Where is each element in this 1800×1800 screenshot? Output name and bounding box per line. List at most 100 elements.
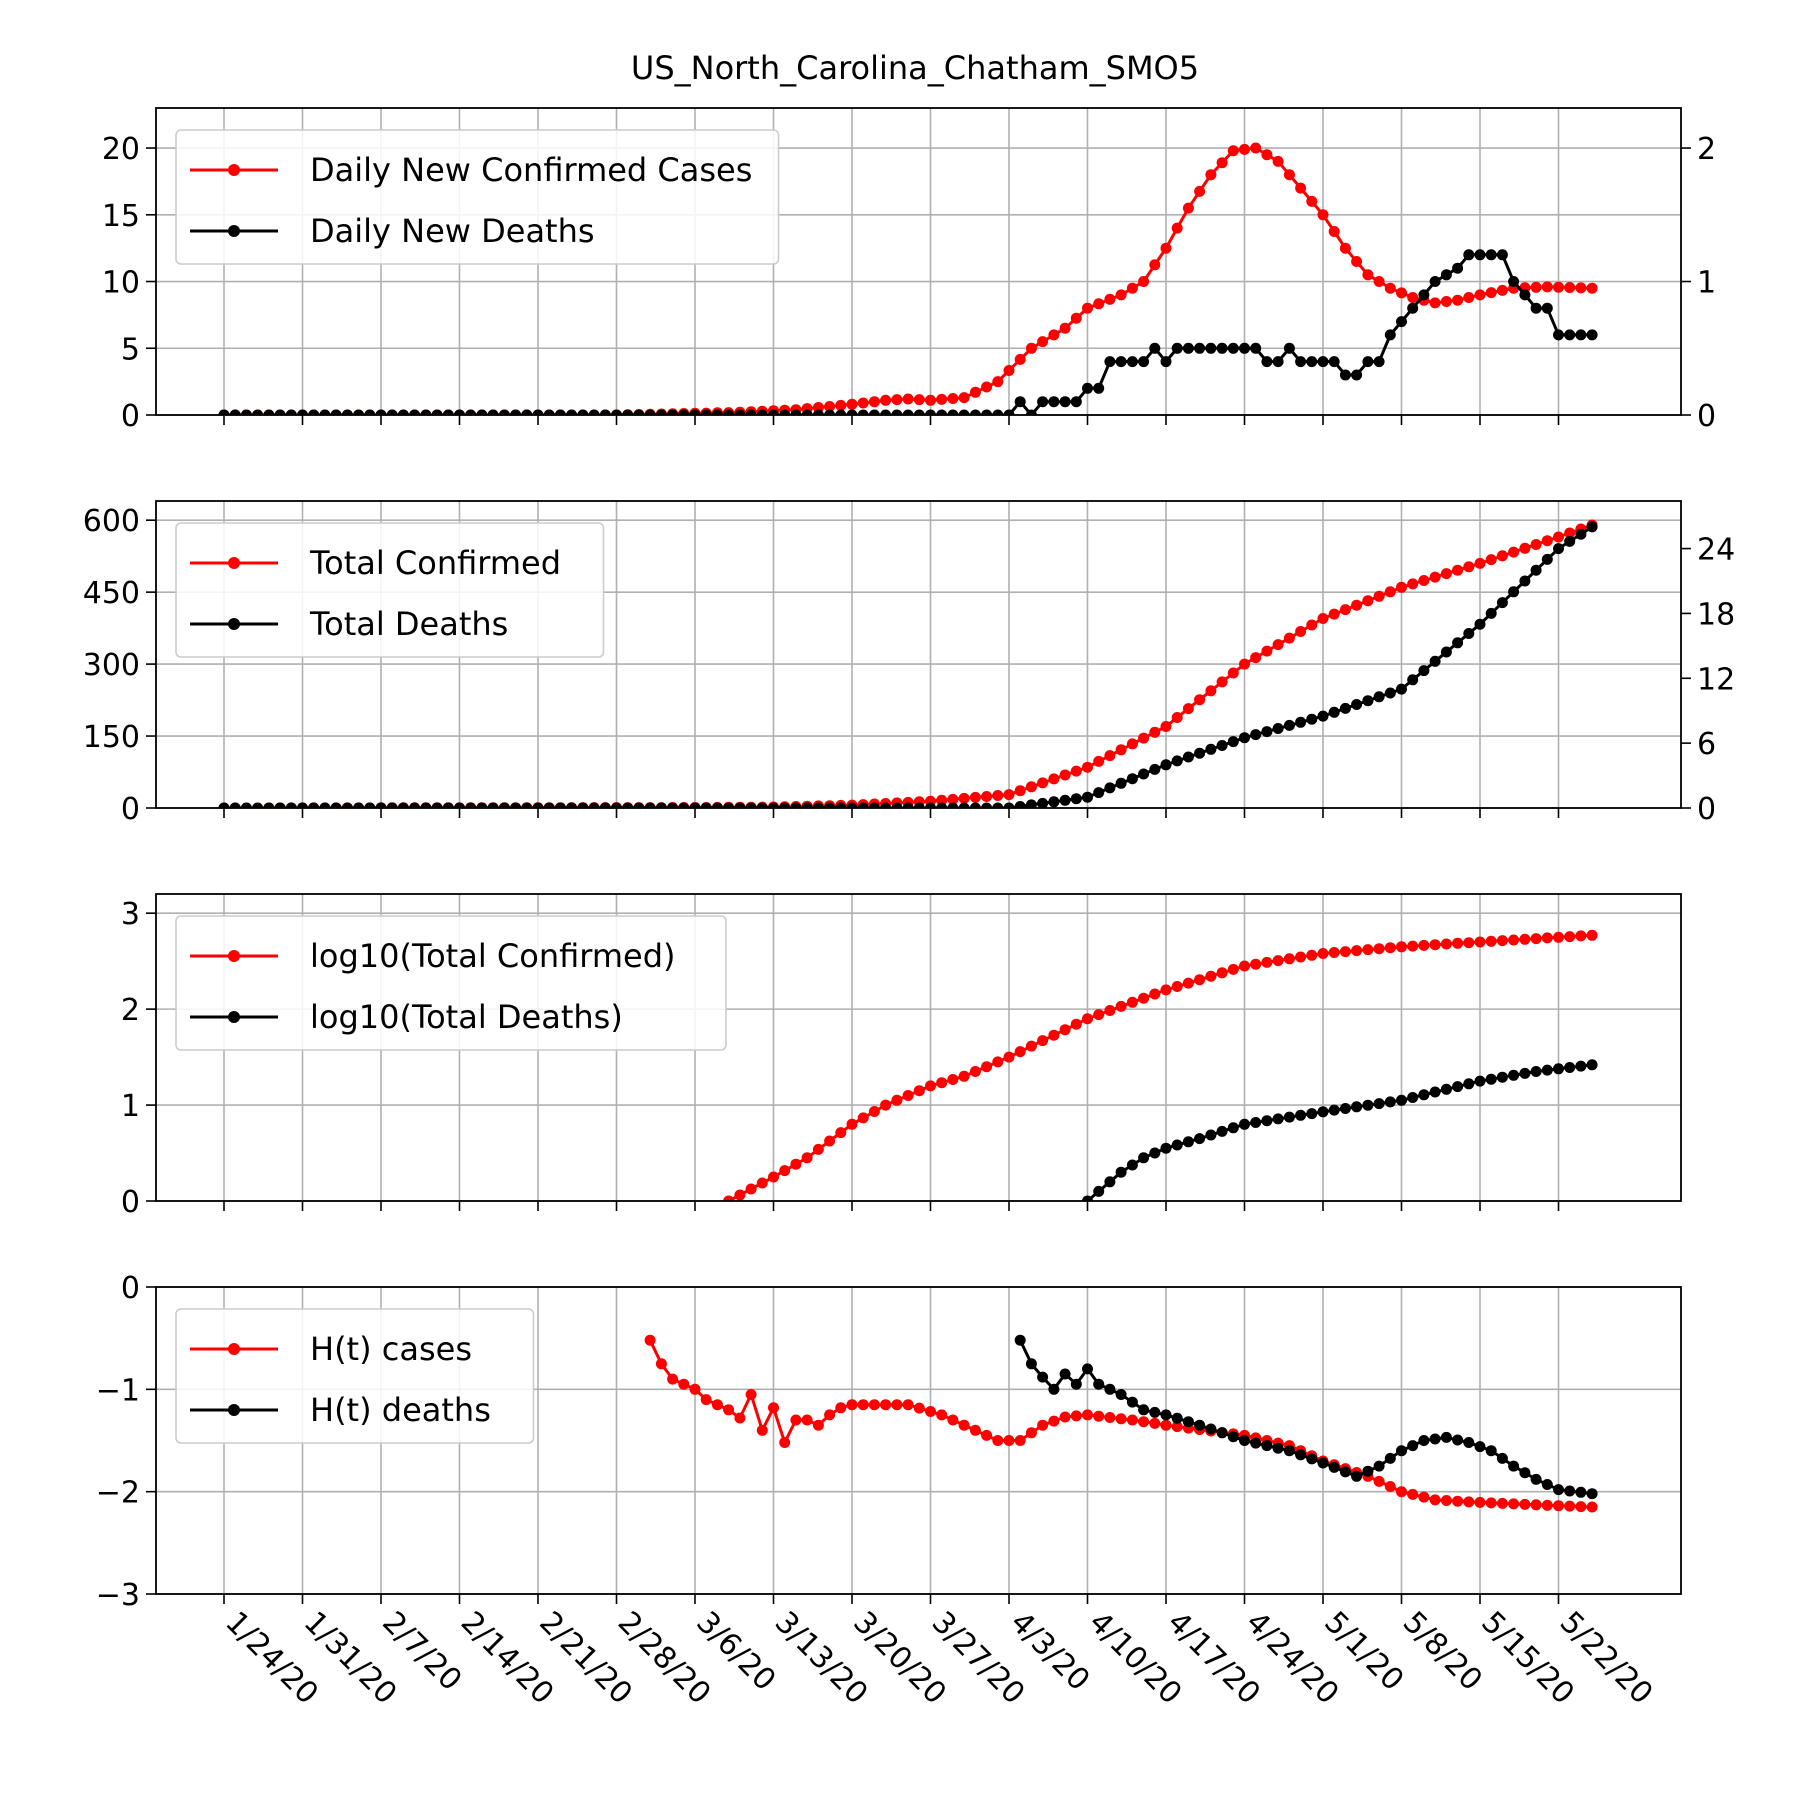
data-point-daily-new-confirmed-cases <box>1295 182 1307 194</box>
data-point-daily-new-confirmed-cases <box>880 394 892 406</box>
data-point-total-confirmed <box>992 790 1004 801</box>
data-point-h-t-cases <box>1452 1495 1464 1507</box>
data-point-daily-new-confirmed-cases <box>958 392 970 404</box>
data-point-daily-new-deaths <box>285 409 297 415</box>
y-tick-label: 300 <box>83 648 140 683</box>
data-point-log10-total-confirmed <box>1093 1009 1105 1021</box>
data-point-daily-new-deaths <box>846 409 858 415</box>
data-point-h-t-deaths <box>1474 1441 1486 1453</box>
data-point-daily-new-confirmed-cases <box>1160 242 1172 254</box>
data-point-total-confirmed <box>1261 645 1273 657</box>
data-point-daily-new-confirmed-cases <box>936 393 948 405</box>
data-point-daily-new-deaths <box>678 409 690 415</box>
data-point-log10-total-confirmed <box>1496 935 1508 947</box>
data-point-total-confirmed <box>1250 652 1262 664</box>
y-tick-label: 1 <box>121 1089 140 1124</box>
data-point-total-deaths <box>1463 628 1475 639</box>
data-point-log10-total-confirmed <box>1205 970 1217 982</box>
data-point-h-t-cases <box>1474 1496 1486 1508</box>
data-point-total-deaths <box>375 802 387 808</box>
data-point-total-deaths <box>902 802 914 808</box>
data-point-total-deaths <box>958 802 970 808</box>
data-point-total-deaths <box>689 802 701 808</box>
data-point-total-deaths <box>723 802 735 808</box>
data-point-h-t-deaths <box>1429 1433 1441 1445</box>
data-point-daily-new-confirmed-cases <box>1216 157 1228 169</box>
y-tick-label: 0 <box>121 1185 140 1220</box>
data-point-log10-total-deaths <box>1239 1118 1250 1130</box>
data-point-daily-new-deaths <box>1575 329 1587 341</box>
data-point-h-t-cases <box>1003 1435 1015 1446</box>
legend-label: H(t) cases <box>310 1330 472 1368</box>
data-point-h-t-cases <box>1160 1419 1172 1431</box>
data-point-total-confirmed <box>1440 568 1452 580</box>
data-point-h-t-cases <box>1485 1497 1497 1509</box>
data-point-daily-new-deaths <box>1025 409 1037 415</box>
data-point-daily-new-deaths <box>801 409 813 415</box>
data-point-daily-new-deaths <box>700 409 712 415</box>
data-point-total-deaths <box>1227 736 1239 748</box>
data-point-total-confirmed <box>1373 590 1385 602</box>
data-point-h-t-cases <box>1138 1416 1150 1428</box>
data-point-h-t-cases <box>768 1402 779 1414</box>
data-point-daily-new-confirmed-cases <box>1485 287 1497 299</box>
data-point-daily-new-confirmed-cases <box>1227 145 1239 157</box>
data-point-total-deaths <box>1508 586 1520 598</box>
data-point-h-t-deaths <box>1407 1440 1419 1452</box>
data-point-h-t-deaths <box>1025 1358 1037 1370</box>
data-point-h-t-deaths <box>1541 1479 1553 1490</box>
data-point-log10-total-deaths <box>1440 1083 1452 1095</box>
data-point-log10-total-confirmed <box>1227 963 1239 975</box>
data-point-log10-total-confirmed <box>981 1061 993 1073</box>
data-point-total-deaths <box>1037 797 1049 808</box>
data-point-log10-total-confirmed <box>902 1090 914 1101</box>
data-point-log10-total-confirmed <box>947 1074 959 1085</box>
data-point-total-confirmed <box>1025 781 1037 793</box>
data-point-h-t-cases <box>880 1399 892 1411</box>
data-point-log10-total-confirmed <box>1396 941 1407 953</box>
data-point-log10-total-deaths <box>1452 1081 1464 1093</box>
data-point-total-confirmed <box>1553 531 1564 543</box>
y-tick-label: 5 <box>121 332 140 367</box>
data-point-total-deaths <box>947 802 959 808</box>
data-point-h-t-deaths <box>1093 1378 1105 1390</box>
data-point-h-t-cases <box>1082 1409 1093 1421</box>
data-point-total-confirmed <box>1239 658 1250 670</box>
data-point-daily-new-deaths <box>1261 356 1273 368</box>
data-point-daily-new-deaths <box>768 409 779 415</box>
y-tick-label: 600 <box>83 504 140 539</box>
data-point-total-deaths <box>1126 773 1138 785</box>
data-point-total-deaths <box>274 802 286 808</box>
data-point-h-t-cases <box>857 1399 869 1411</box>
data-point-total-deaths <box>263 802 275 808</box>
data-point-total-confirmed <box>1519 542 1531 554</box>
data-point-daily-new-confirmed-cases <box>1496 284 1508 296</box>
data-point-daily-new-confirmed-cases <box>1014 353 1026 365</box>
y-tick-label: 2 <box>121 993 140 1028</box>
data-point-total-deaths <box>768 802 779 808</box>
axes-frame <box>155 893 1682 1202</box>
data-point-log10-total-deaths <box>1373 1098 1385 1110</box>
data-point-total-confirmed <box>1351 599 1363 611</box>
data-point-daily-new-confirmed-cases <box>1104 293 1116 305</box>
data-point-daily-new-confirmed-cases <box>1362 269 1374 281</box>
data-point-log10-total-confirmed <box>1362 944 1374 956</box>
data-point-log10-total-confirmed <box>1429 939 1441 951</box>
data-point-h-t-deaths <box>1306 1453 1318 1465</box>
axes-frame <box>155 1286 1682 1595</box>
data-point-daily-new-deaths <box>1373 356 1385 368</box>
data-point-total-deaths <box>790 802 802 808</box>
data-point-daily-new-deaths <box>1485 249 1497 261</box>
data-point-daily-new-deaths <box>1474 249 1486 261</box>
data-point-total-deaths <box>655 802 667 808</box>
data-point-daily-new-deaths <box>1339 369 1351 381</box>
data-point-h-t-deaths <box>1138 1404 1150 1416</box>
data-point-h-t-cases <box>992 1435 1004 1446</box>
data-point-daily-new-confirmed-cases <box>1003 365 1015 376</box>
data-point-total-deaths <box>1541 553 1553 565</box>
data-point-daily-new-deaths <box>1194 342 1206 354</box>
data-point-total-deaths <box>1171 755 1183 767</box>
data-point-daily-new-deaths <box>375 409 387 415</box>
data-point-log10-total-deaths <box>1328 1104 1340 1116</box>
data-point-total-deaths <box>925 802 936 808</box>
